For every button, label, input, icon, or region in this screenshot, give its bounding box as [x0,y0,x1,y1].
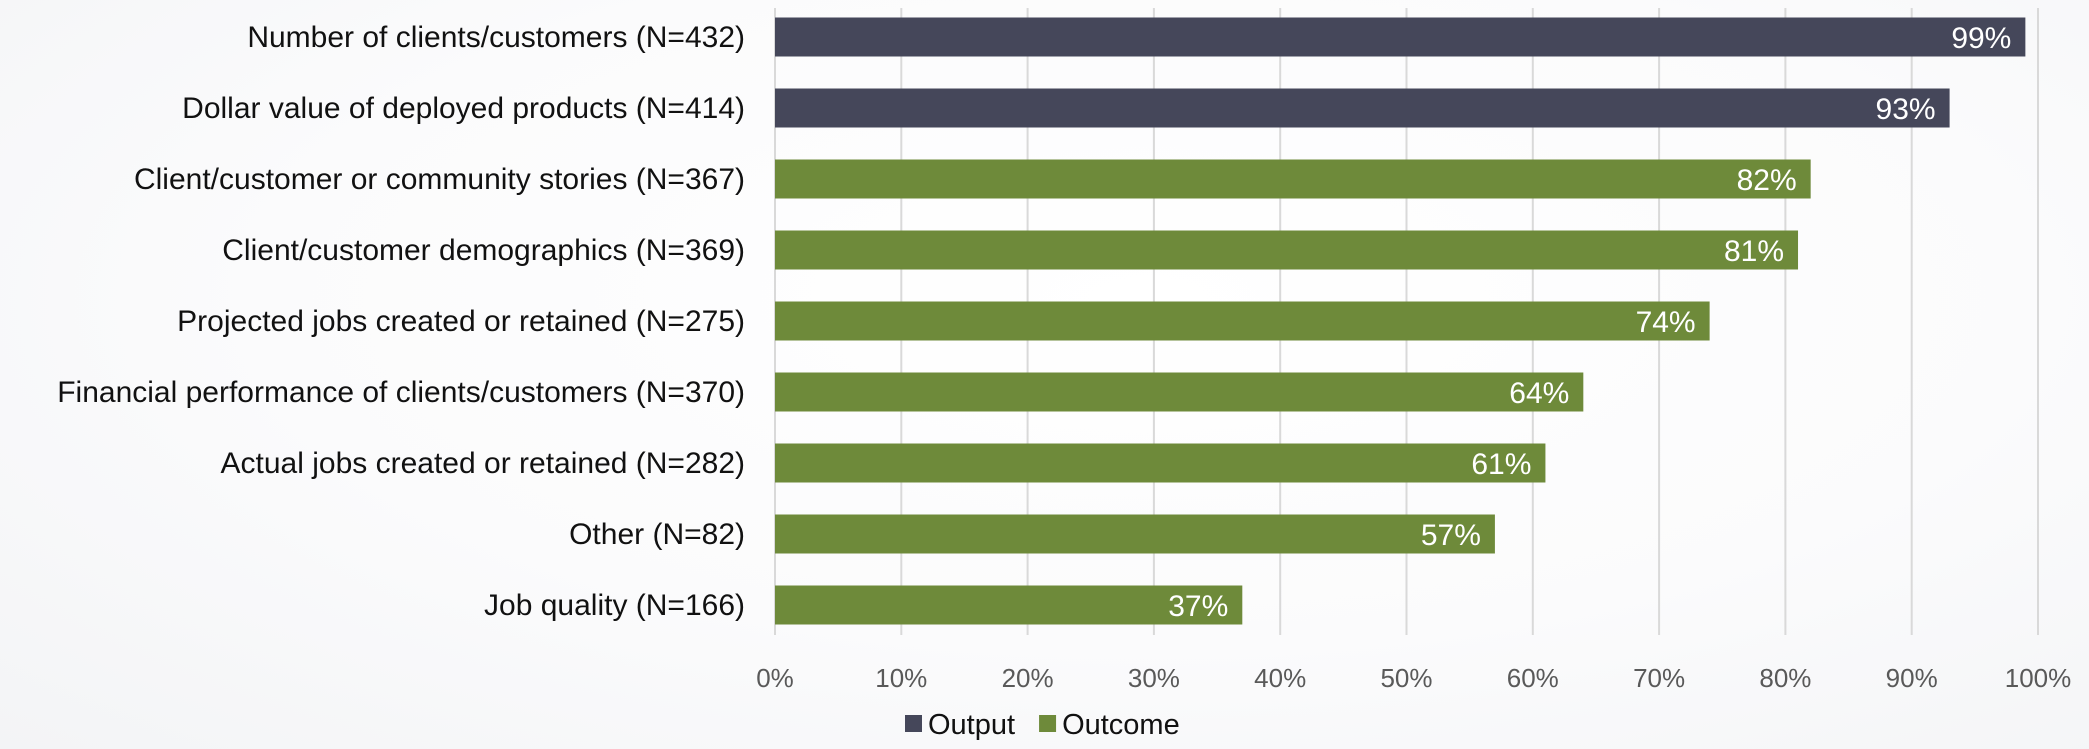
category-label: Financial performance of clients/custome… [57,376,745,409]
category-labels: Number of clients/customers (N=432) Dolla… [57,21,745,622]
bar [775,159,1811,199]
category-label: Actual jobs created or retained (N=282) [221,447,745,480]
legend-label: Output [928,709,1015,741]
x-tick-label: 50% [1380,663,1432,693]
bar [775,88,1950,128]
x-tick-label: 90% [1886,663,1938,693]
x-tick-label: 60% [1507,663,1559,693]
bar [775,372,1584,412]
data-label: 57% [1421,519,1481,552]
bar [775,301,1710,341]
data-label: 99% [1951,22,2011,55]
data-label: 82% [1737,164,1797,197]
data-label: 64% [1509,377,1569,410]
legend-swatch [905,715,922,732]
category-label: Other (N=82) [569,518,745,551]
x-tick-label: 30% [1128,663,1180,693]
category-label: Client/customer or community stories (N=… [134,163,745,196]
legend-swatch [1039,715,1057,732]
bars: 99% 93% 82% 81% 74% 64% 61% 57% 37% [775,17,2026,625]
x-tick-label: 40% [1254,663,1306,693]
x-tick-label: 80% [1759,663,1811,693]
x-tick-label: 0% [756,663,794,693]
bar [775,17,2026,57]
x-tick-label: 70% [1633,663,1685,693]
bar [775,443,1546,483]
x-axis-ticks: 0% 10% 20% 30% 40% 50% 60% 70% 80% 90% 100% [756,663,2071,693]
x-tick-label: 20% [1002,663,1054,693]
category-label: Number of clients/customers (N=432) [247,21,745,54]
bar [775,585,1243,625]
bar [775,230,1799,270]
data-label: 61% [1471,448,1531,481]
legend-label: Outcome [1062,709,1180,741]
x-tick-label: 100% [2005,663,2072,693]
data-label: 37% [1168,590,1228,623]
category-label: Dollar value of deployed products (N=414… [182,92,745,125]
data-label: 93% [1876,93,1936,126]
data-label: 81% [1724,235,1784,268]
legend: Output Outcome [905,709,1180,741]
x-tick-label: 10% [875,663,927,693]
category-label: Projected jobs created or retained (N=27… [177,305,745,338]
category-label: Job quality (N=166) [484,589,745,622]
bar [775,514,1495,554]
data-label: 74% [1636,306,1696,339]
category-label: Client/customer demographics (N=369) [222,234,745,267]
